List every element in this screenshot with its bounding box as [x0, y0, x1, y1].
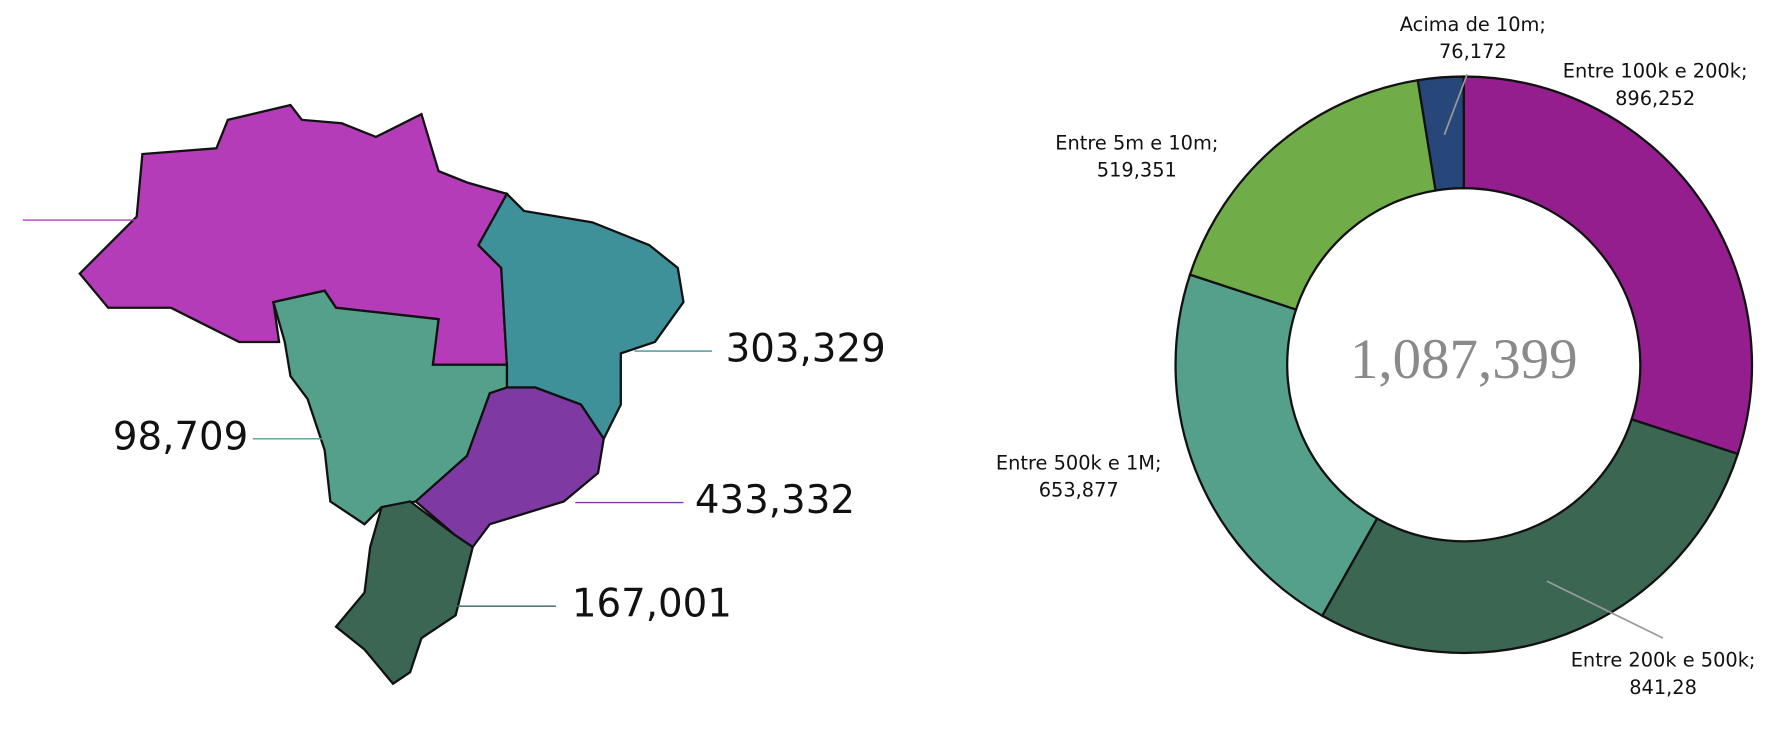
value-label: 167,001 — [572, 582, 732, 627]
donut-slice — [1320, 417, 1740, 655]
region — [334, 500, 475, 686]
value-label: 433,332 — [695, 478, 855, 523]
donut-slice — [1462, 75, 1753, 456]
slice-value: 896,252 — [1615, 87, 1695, 110]
donut-slice — [1416, 75, 1465, 192]
slice-value: 76,172 — [1439, 40, 1507, 63]
region — [414, 386, 605, 549]
slice-category: Entre 500k e 1M; — [996, 451, 1162, 474]
value-label: 98,709 — [113, 414, 248, 459]
donut-chart: Entre 100k e 200k; 896,252 Entre 200k e 50… — [996, 13, 1756, 699]
slice-value: 841,28 — [1629, 676, 1697, 699]
center-total: 1,087,399 — [1350, 328, 1578, 391]
region — [477, 192, 685, 442]
slice-value: 519,351 — [1097, 159, 1177, 182]
leader-line — [1443, 73, 1468, 135]
slice-category: Entre 5m e 10m; — [1055, 131, 1218, 154]
donut-slice — [1188, 78, 1437, 311]
slice-value: 653,877 — [1039, 479, 1119, 502]
value-label: 303,329 — [726, 327, 886, 372]
slice-category: Entre 200k e 500k; — [1571, 648, 1756, 671]
slice-category: Entre 100k e 200k; — [1563, 59, 1748, 82]
slice-category: Acima de 10m; — [1400, 13, 1546, 36]
donut-slice — [1174, 273, 1379, 618]
leader-line — [1546, 580, 1664, 639]
brazil-map: 303,329 98,709 433,332 167,001 — [22, 103, 886, 686]
